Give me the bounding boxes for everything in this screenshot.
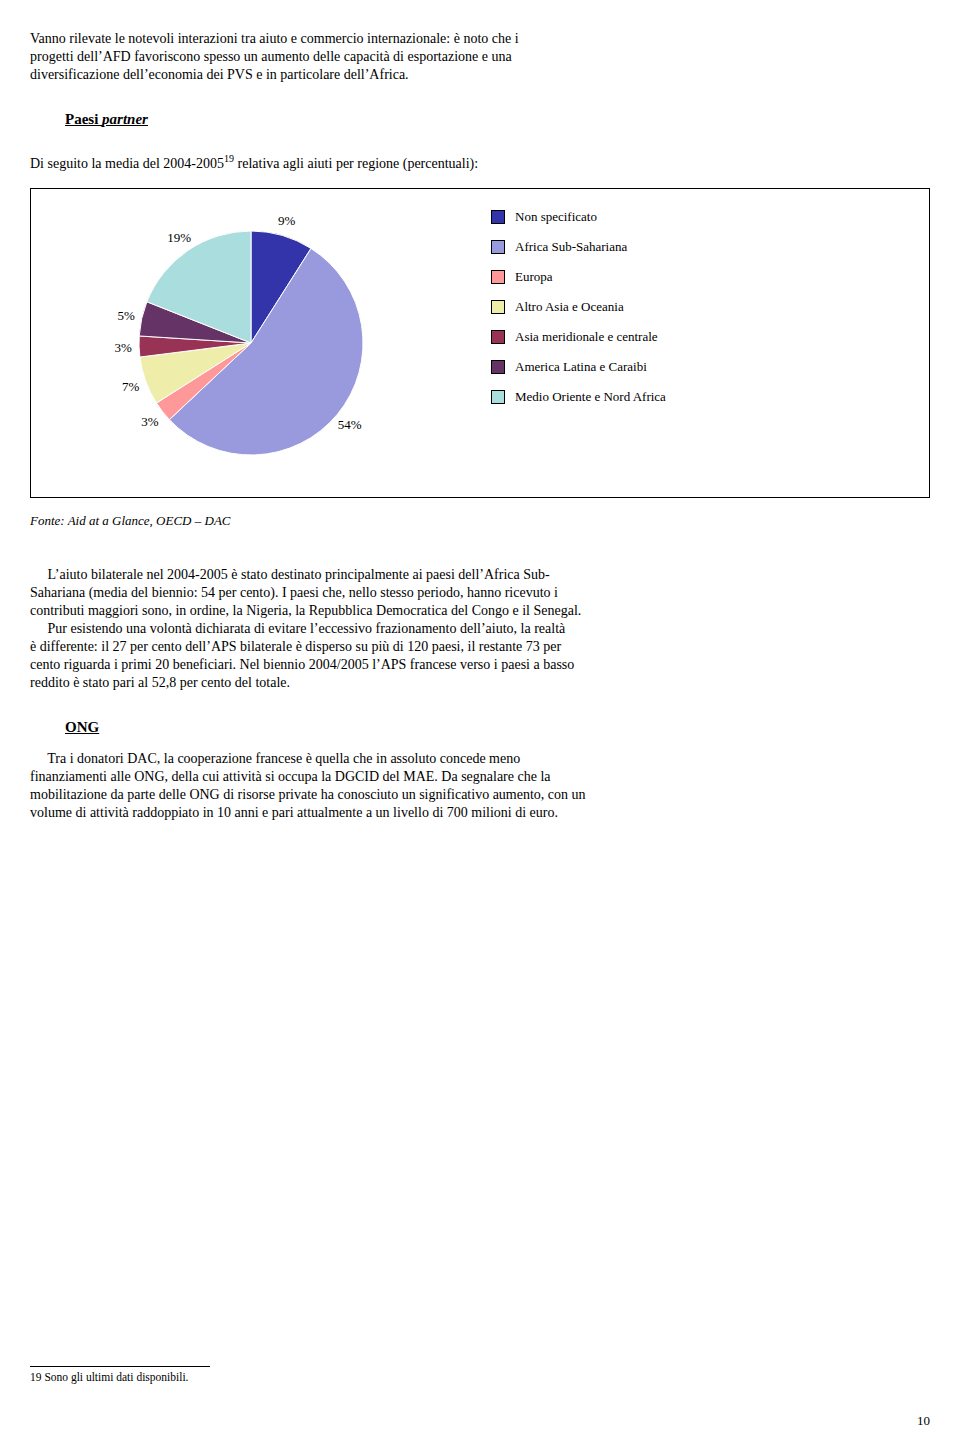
html-text:America Latina e Caraibi: America Latina e Caraibi — [515, 358, 647, 374]
html-text:mobilitazione da parte delle O: mobilitazione da parte delle ONG di riso… — [30, 786, 586, 802]
svg-text:9%: 9% — [278, 212, 296, 227]
html-text:finanziamenti alle ONG, della: finanziamenti alle ONG, della cui attivi… — [30, 768, 551, 784]
html-text:progetti dell’AFD favoriscono: progetti dell’AFD favoriscono spesso un … — [30, 49, 512, 64]
html-text:19relativa agli aiuti per regi: 19relativa agli aiuti per regione (perce… — [224, 153, 479, 171]
html-text:ONG: ONG — [65, 718, 100, 735]
html-text:Non specificato: Non specificato — [515, 208, 597, 224]
html-text:è differente: il 27 per cento: è differente: il 27 per cento dell’APS b… — [30, 638, 562, 654]
html-text:cento riguarda i primi 20 bene: cento riguarda i primi 20 beneficiari. N… — [30, 656, 575, 672]
html-text:Medio Oriente e Nord Africa: Medio Oriente e Nord Africa — [515, 388, 666, 404]
html-text:Paesi partner: Paesi partner — [65, 111, 148, 127]
svg-text:3%: 3% — [141, 414, 159, 429]
svg-text:3%: 3% — [114, 339, 132, 354]
html-text:L’aiuto bilaterale nel 2004-20: L’aiuto bilaterale nel 2004-2005 è stato… — [30, 566, 550, 582]
svg-text:7%: 7% — [122, 379, 140, 394]
html-text:Altro Asia e Oceania: Altro Asia e Oceania — [515, 298, 624, 314]
svg-text:54%: 54% — [338, 417, 362, 432]
html-text:Africa Sub-Sahariana: Africa Sub-Sahariana — [515, 238, 628, 254]
html-text:Sahariana (media del biennio:: Sahariana (media del biennio: 54 per cen… — [30, 584, 558, 600]
html-text:contributi maggiori sono, in o: contributi maggiori sono, in ordine, la … — [30, 602, 582, 618]
html-text:reddito è stato pari al 52,8 p: reddito è stato pari al 52,8 per cento d… — [30, 674, 291, 690]
html-text:Vanno rilevate le notevoli int: Vanno rilevate le notevoli interazioni t… — [30, 31, 519, 46]
html-text:Fonte: Aid at a Glance, OECD –: Fonte: Aid at a Glance, OECD – DAC — [30, 512, 231, 528]
html-text:10: 10 — [917, 1413, 930, 1428]
svg-text:19%: 19% — [167, 229, 191, 244]
html-text:Asia meridionale e centrale: Asia meridionale e centrale — [515, 328, 658, 344]
html-text:Europa: Europa — [515, 268, 553, 284]
html-text:Tra i donatori DAC, la coopera: Tra i donatori DAC, la cooperazione fran… — [30, 750, 521, 766]
html-text:diversificazione dell’economia: diversificazione dell’economia dei PVS e… — [30, 67, 409, 82]
html-text:Di seguito la media del 2004-2: Di seguito la media del 2004-2005 — [30, 155, 224, 171]
html-text:volume di attività raddoppiato: volume di attività raddoppiato in 10 ann… — [30, 804, 558, 820]
html-text:Pur esistendo una volontà dich: Pur esistendo una volontà dichiarata di … — [30, 620, 566, 636]
svg-text:5%: 5% — [117, 307, 135, 322]
html-text:19 Sono gli ultimi dati dispon: 19 Sono gli ultimi dati disponibili. — [30, 1371, 189, 1383]
